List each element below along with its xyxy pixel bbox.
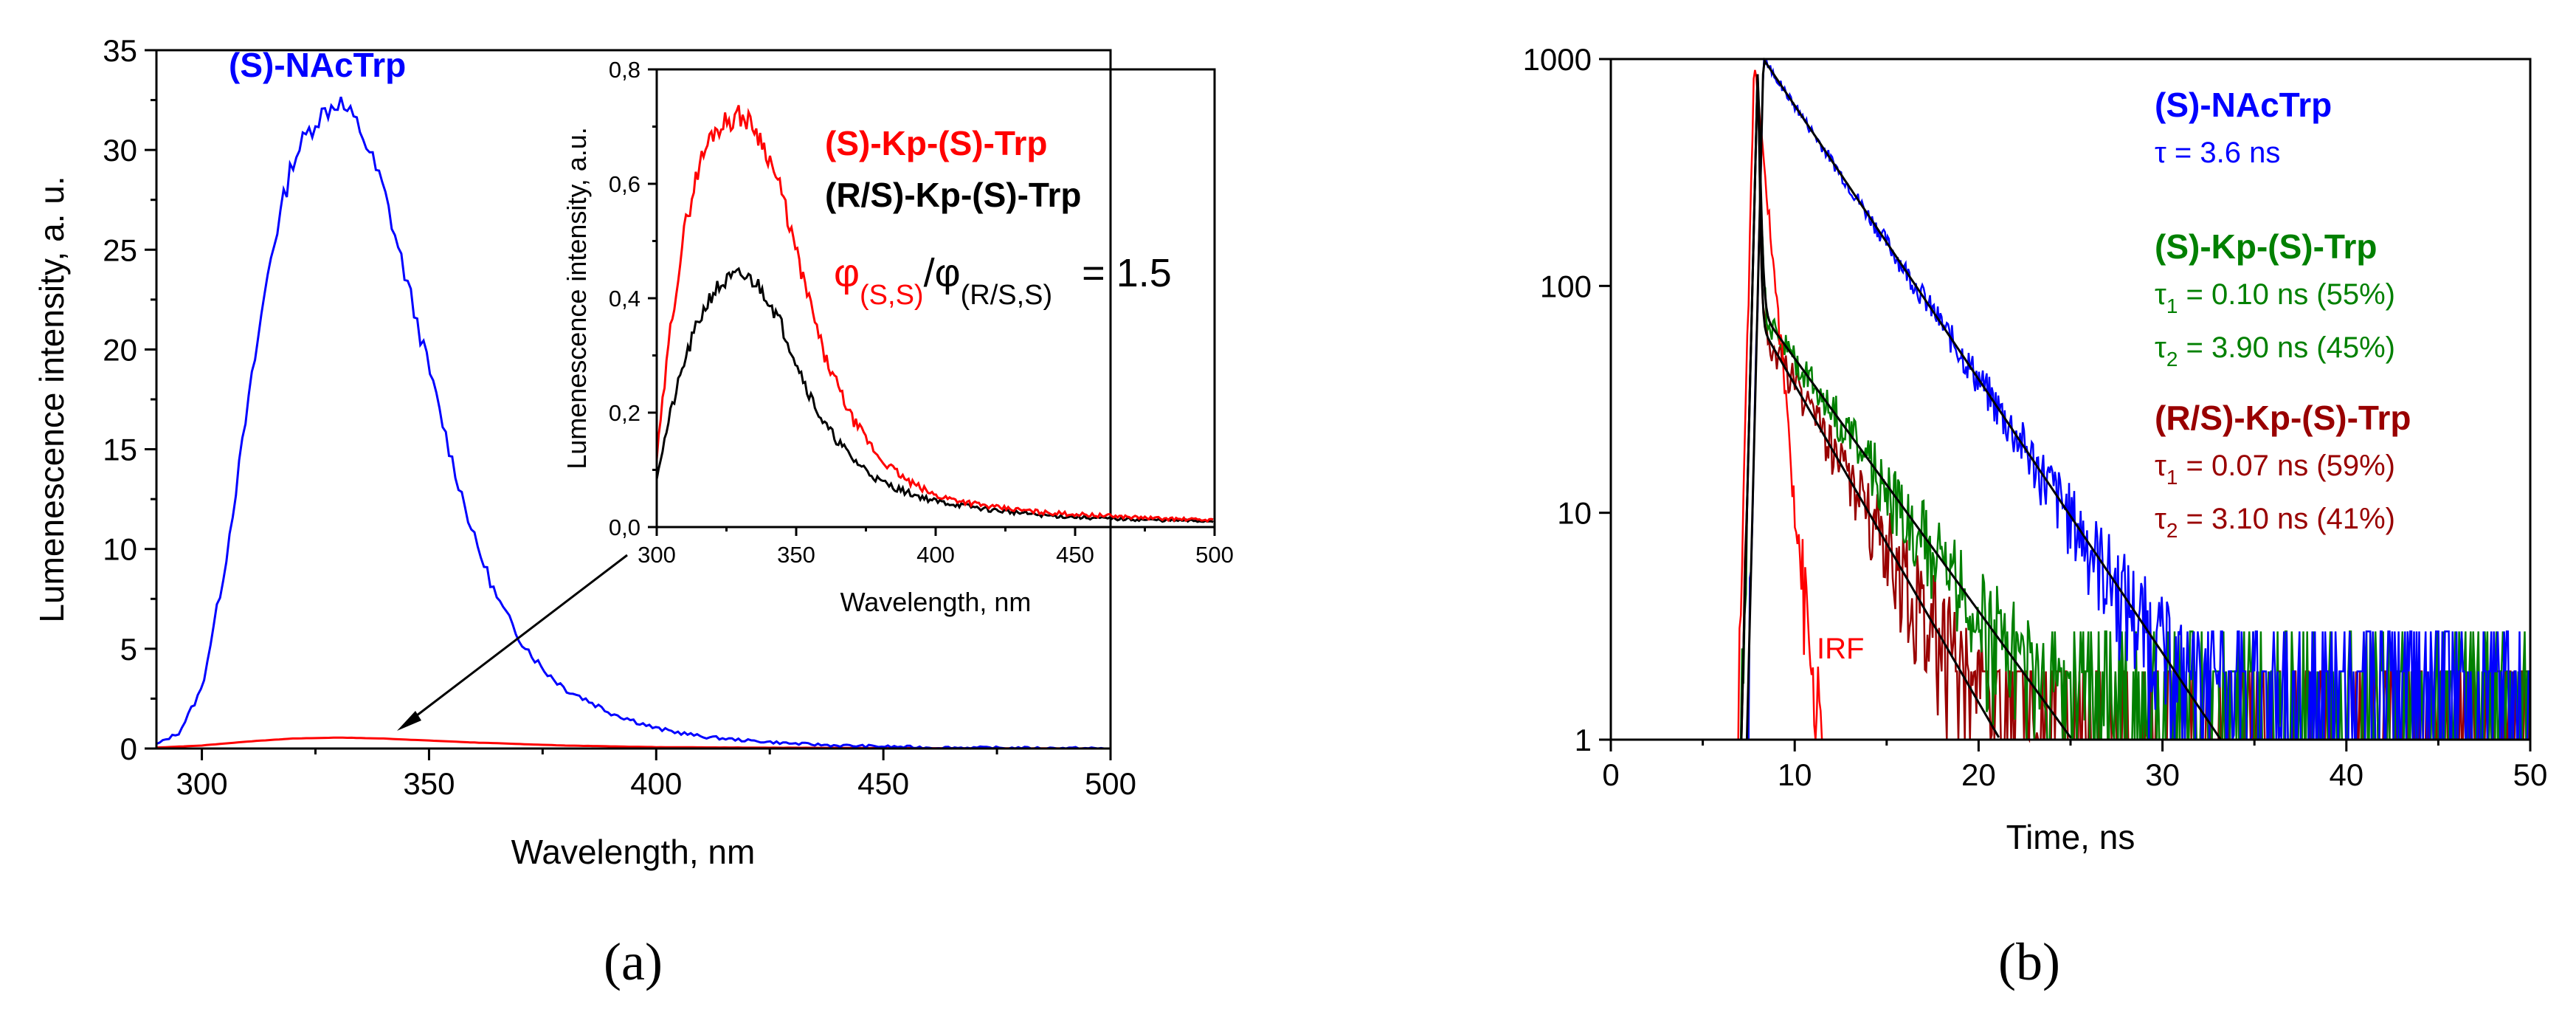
legend-b-rs-title: (R/S)-Kp-(S)-Trp [2155,399,2411,437]
x-tick-label: 450 [1056,542,1094,568]
rs-tau1-value: = 0.07 ns (59%) [2178,450,2395,482]
fit-curve-0 [1745,57,2222,740]
x-tick-label: 0 [1602,757,1619,792]
y-tick-label: 100 [1540,269,1592,303]
ss-tau2-symbol: τ [2155,331,2166,364]
chart-a-main-ticks: 300 350 400 450 500 0 5 10 15 20 25 30 35 [103,33,1136,801]
x-tick-label: 450 [857,766,909,801]
ss-tau1-value: = 0.10 ns (55%) [2178,278,2395,311]
rs-tau2-sub: 2 [2166,519,2178,542]
y-tick-label: 1000 [1523,42,1592,77]
y-tick-label: 0,0 [609,515,640,540]
fit-curve-2 [1740,74,2000,740]
x-tick-label: 500 [1085,766,1136,801]
x-tick-label: 50 [2513,757,2548,792]
legend-b-ss-tau2: τ2 = 3.90 ns (45%) [2155,331,2395,371]
ratio-value: = 1.5 [1082,251,1172,295]
x-tick-label: 350 [777,542,815,568]
chart-a-main-x-axis-label: Wavelength, nm [511,833,756,871]
y-tick-label: 10 [103,532,137,567]
x-tick-label: 40 [2329,757,2363,792]
ss-tau1-symbol: τ [2155,278,2166,311]
y-tick-label: 0 [120,732,137,766]
y-tick-label: 30 [103,133,137,168]
panel-label-b: (b) [1998,932,2060,991]
y-tick-label: 0,6 [609,171,640,197]
legend-b-ss-tau1: τ1 = 0.10 ns (55%) [2155,278,2395,317]
chart-a-main: 300 350 400 450 500 0 5 10 15 20 25 30 35 Wavelength… [32,33,1136,871]
ss-tau2-value: = 3.90 ns (45%) [2178,331,2395,364]
chart-a-main-plot-frame [155,49,1112,750]
ratio-slash: / [924,251,935,295]
x-tick-label: 500 [1195,542,1234,568]
chart-b-ticks: 0 10 20 30 40 50 1 10 100 1000 [1523,42,2548,792]
rs-tau1-symbol: τ [2155,450,2166,482]
x-tick-label: 30 [2145,757,2180,792]
chart-a-inset-y-axis-label: Lumenescence intensity, a.u. [562,127,592,469]
x-tick-label: 350 [403,766,455,801]
ss-tau1-sub: 1 [2166,295,2178,317]
y-tick-label: 0,8 [609,57,640,83]
chart-a-main-y-axis-label: Lumenescence intensity, a. u. [32,176,71,622]
y-tick-label: 25 [103,233,137,267]
x-tick-label: 10 [1778,757,1812,792]
chart-a-inset-ticks: 300 350 400 450 500 0,0 0,2 0,4 0,6 0,8 [609,57,1234,568]
rs-tau2-value: = 3.10 ns (41%) [2178,503,2395,535]
ratio-sub-rs: (R/S,S) [961,280,1053,311]
x-tick-label: 20 [1961,757,1996,792]
y-tick-label: 35 [103,33,137,68]
y-tick-label: 20 [103,332,137,367]
legend-b-rs-tau2: τ2 = 3.10 ns (41%) [2155,503,2395,542]
ratio-sub-ss: (S,S) [860,280,924,311]
legend-b-nactrp-tau: τ = 3.6 ns [2155,137,2280,169]
y-tick-label: 5 [120,632,137,667]
chart-a-inset-series [655,105,1214,523]
x-tick-label: 300 [176,766,228,801]
x-tick-label: 400 [630,766,682,801]
y-tick-label: 0,4 [609,286,640,312]
ratio-phi-ss: φ [834,251,860,295]
series-label-nactrp: (S)-NAcTrp [229,46,406,84]
y-tick-label: 10 [1557,496,1592,531]
y-tick-label: 15 [103,433,137,467]
irf-label: IRF [1817,633,1864,665]
legend-b-ss-title: (S)-Kp-(S)-Trp [2155,227,2377,266]
panel-label-a: (a) [604,932,663,991]
rs-tau2-symbol: τ [2155,503,2166,535]
legend-b-rs-tau1: τ1 = 0.07 ns (59%) [2155,450,2395,489]
chart-b-x-axis-label: Time, ns [2006,818,2135,856]
y-tick-label: 1 [1575,723,1592,757]
inset-pointer-arrow [404,554,628,726]
y-tick-label: 0,2 [609,400,640,426]
chart-a-inset-plot-frame [655,68,1216,529]
x-tick-label: 400 [916,542,955,568]
ratio-phi-rs: φ [935,251,961,295]
x-tick-label: 300 [638,542,676,568]
chart-a-inset: 300 350 400 450 500 0,0 0,2 0,4 0,6 0,8 Wavelengt… [562,57,1234,617]
ss-tau2-sub: 2 [2166,348,2178,371]
fit-curve-1 [1740,74,2072,740]
inset-legend-ss: (S)-Kp-(S)-Trp [825,124,1047,162]
chart-b: 0 10 20 30 40 50 1 10 100 1000 Time, ns (S)-NAcTr… [1523,42,2548,856]
inset-legend-rs: (R/S)-Kp-(S)-Trp [825,176,1081,214]
legend-b-nactrp-title: (S)-NAcTrp [2155,86,2332,124]
series-line-kp-rs [655,266,1214,523]
inset-pointer-arrowhead [397,711,421,731]
quantum-yield-ratio: φ(S,S)/φ(R/S,S) = 1.5 [834,251,1172,311]
chart-b-plot-frame [1609,58,2532,741]
rs-tau1-sub: 1 [2166,466,2178,489]
chart-a-inset-x-axis-label: Wavelength, nm [840,587,1032,617]
series-line-kp-ss [655,105,1214,523]
